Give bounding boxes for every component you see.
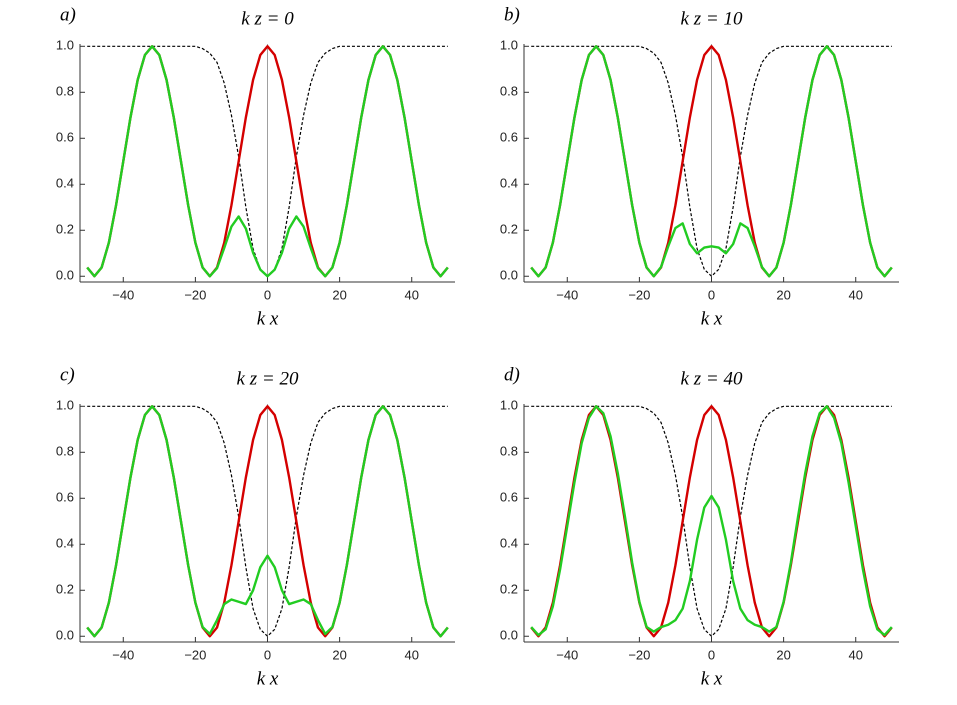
x-tick-label: −20: [628, 647, 650, 662]
x-tick-label: 0: [264, 287, 271, 302]
x-tick-label: 20: [332, 647, 346, 662]
x-tick-label: 0: [708, 647, 715, 662]
x-tick-label: 0: [708, 287, 715, 302]
x-tick-label: 20: [332, 287, 346, 302]
curve: [531, 45, 892, 277]
panel-label: c): [60, 364, 75, 385]
y-tick-label: 0.8: [56, 444, 74, 459]
y-tick-label: 0.2: [56, 582, 74, 597]
y-tick-label: 0.6: [56, 490, 74, 505]
curve: [530, 45, 893, 278]
x-tick-label: 40: [848, 287, 862, 302]
panel-label: d): [504, 364, 520, 385]
x-tick-label: −40: [112, 647, 134, 662]
chart-title: k z = 40: [681, 368, 743, 389]
y-tick-label: 0.6: [500, 130, 518, 145]
chart-title: k z = 20: [237, 368, 299, 389]
y-tick-label: 0.0: [56, 268, 74, 283]
x-tick-label: −40: [556, 287, 578, 302]
x-tick-label: 40: [404, 287, 418, 302]
y-tick-label: 0.4: [500, 176, 518, 191]
chart-title: k z = 10: [681, 8, 743, 29]
x-tick-label: −20: [184, 287, 206, 302]
y-tick-label: 0.0: [500, 628, 518, 643]
panel-label: b): [504, 4, 520, 25]
x-tick-label: 0: [264, 647, 271, 662]
x-axis-label: k x: [257, 308, 279, 329]
x-axis-label: k x: [701, 308, 723, 329]
y-tick-label: 0.6: [56, 130, 74, 145]
y-tick-label: 0.2: [500, 582, 518, 597]
curve: [530, 405, 893, 637]
y-tick-label: 1.0: [56, 398, 74, 413]
x-tick-label: 20: [776, 287, 790, 302]
y-tick-label: 0.8: [500, 444, 518, 459]
y-tick-label: 0.0: [500, 268, 518, 283]
y-tick-label: 1.0: [56, 38, 74, 53]
curve: [87, 405, 448, 637]
x-tick-label: 40: [848, 647, 862, 662]
y-tick-label: 0.2: [56, 222, 74, 237]
x-tick-label: −20: [184, 647, 206, 662]
chart-title: k z = 0: [241, 8, 294, 29]
x-tick-label: 20: [776, 647, 790, 662]
y-tick-label: 0.6: [500, 490, 518, 505]
x-tick-label: 40: [404, 647, 418, 662]
y-tick-label: 0.2: [500, 222, 518, 237]
curve: [86, 45, 449, 278]
panel-label: a): [60, 4, 76, 25]
curve: [531, 405, 892, 637]
y-tick-label: 0.8: [500, 84, 518, 99]
y-tick-label: 0.0: [56, 628, 74, 643]
y-tick-label: 1.0: [500, 38, 518, 53]
y-tick-label: 0.4: [56, 176, 74, 191]
x-tick-label: −20: [628, 287, 650, 302]
x-axis-label: k x: [257, 668, 279, 689]
y-tick-label: 0.4: [500, 536, 518, 551]
y-tick-label: 1.0: [500, 398, 518, 413]
x-tick-label: −40: [556, 647, 578, 662]
x-tick-label: −40: [112, 287, 134, 302]
y-tick-label: 0.8: [56, 84, 74, 99]
x-axis-label: k x: [701, 668, 723, 689]
curve: [86, 405, 449, 638]
y-tick-label: 0.4: [56, 536, 74, 551]
